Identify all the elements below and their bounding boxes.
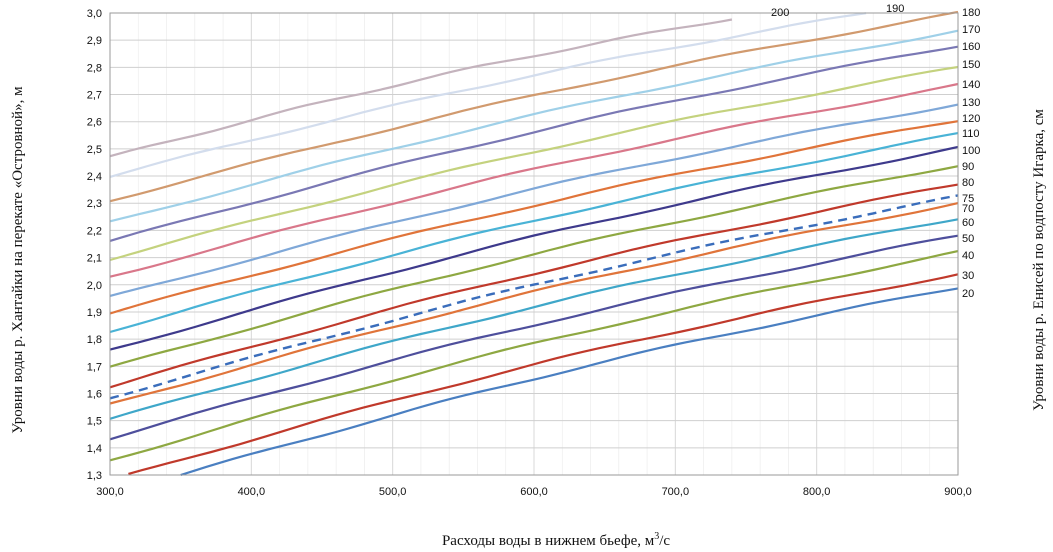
y-tick-label: 2,9 (87, 35, 102, 47)
curve-label-30: 30 (962, 270, 974, 282)
y-axis-ticks: 1,3 1,4 1,5 1,6 1,7 1,8 1,9 2,0 2,1 2,2 2,3 2,4 2,5 2… (87, 8, 102, 482)
y2-axis-title: Уровни воды р. Енисей по водпосту Игарка… (1031, 109, 1047, 411)
x-axis-title-main: Расходы воды в нижнем бьефе, м (442, 533, 655, 549)
grid (109, 12, 959, 476)
curve-label-75: 75 (962, 193, 974, 205)
curve-label-160: 160 (962, 41, 980, 53)
series-line-120 (109, 120, 959, 315)
curve-label-100: 100 (962, 145, 980, 157)
series-line-30 (128, 273, 959, 475)
x-tick-label: 900,0 (944, 486, 972, 498)
curve-label-140: 140 (962, 79, 980, 91)
series-line-20 (180, 287, 959, 477)
series-line-60 (109, 218, 959, 420)
y-tick-label: 2,4 (87, 171, 102, 183)
y-tick-label: 1,5 (87, 416, 102, 428)
y-tick-label: 1,7 (87, 361, 102, 373)
curve-label-180: 180 (962, 7, 980, 19)
series-line-40 (109, 250, 959, 462)
series-line-160 (109, 45, 959, 242)
curve-label-20: 20 (962, 288, 974, 300)
y-tick-label: 2,6 (87, 117, 102, 129)
x-tick-label: 800,0 (803, 486, 831, 498)
x-tick-label: 300,0 (96, 486, 124, 498)
curve-label-120: 120 (962, 113, 980, 125)
y-tick-label: 1,4 (87, 443, 102, 455)
series-line-180 (109, 10, 959, 203)
series-line-70 (109, 202, 959, 405)
y-tick-label: 2,7 (87, 90, 102, 102)
y-tick-label: 2,3 (87, 198, 102, 210)
curve-label-190: 190 (886, 3, 904, 15)
series-line-170 (109, 29, 959, 223)
series-line-80 (109, 183, 959, 389)
x-tick-label: 500,0 (379, 486, 407, 498)
curve-label-170: 170 (962, 24, 980, 36)
curve-label-80: 80 (962, 177, 974, 189)
x-tick-label: 600,0 (520, 486, 548, 498)
x-tick-label: 700,0 (662, 486, 690, 498)
x-axis-title-suffix: /с (659, 533, 670, 549)
curve-label-60: 60 (962, 217, 974, 229)
y-tick-label: 2,2 (87, 225, 102, 237)
series-line-150 (109, 65, 959, 262)
y-tick-label: 2,5 (87, 144, 102, 156)
series-line-130 (109, 103, 959, 297)
series-line-140 (109, 82, 959, 278)
curve-label-70: 70 (962, 203, 974, 215)
y-tick-label: 2,0 (87, 280, 102, 292)
curve-label-150: 150 (962, 59, 980, 71)
series-line-110 (109, 132, 959, 334)
curve-label-130: 130 (962, 97, 980, 109)
curve-label-50: 50 (962, 233, 974, 245)
series-line-50 (109, 234, 959, 441)
y-axis-title: Уровни воды р. Хантайки на перекате «Ост… (10, 86, 26, 434)
x-tick-label: 400,0 (238, 486, 266, 498)
series-line-100 (109, 145, 959, 351)
x-axis-title: Расходы воды в нижнем бьефе, м3/с (442, 531, 670, 549)
series-line-190 (109, 12, 867, 178)
y-tick-label: 1,8 (87, 334, 102, 346)
series-line-200 (109, 18, 733, 158)
series-layer (109, 10, 959, 477)
y-tick-label: 2,8 (87, 62, 102, 74)
curve-label-90: 90 (962, 161, 974, 173)
y-tick-label: 3,0 (87, 8, 102, 20)
x-axis-ticks: 300,0 400,0 500,0 600,0 700,0 800,0 900,0 (96, 486, 972, 498)
series-line-75 (109, 194, 959, 400)
plot-frame (109, 12, 959, 476)
curve-label-200: 200 (771, 7, 789, 19)
plot-border (109, 12, 959, 476)
curve-label-40: 40 (962, 250, 974, 262)
y-tick-label: 1,6 (87, 388, 102, 400)
y-tick-label: 1,3 (87, 470, 102, 482)
curve-label-110: 110 (962, 128, 980, 140)
y-tick-label: 1,9 (87, 307, 102, 319)
y-tick-label: 2,1 (87, 253, 102, 265)
x-axis-title-superscript: 3 (654, 531, 659, 542)
series-line-90 (109, 165, 959, 368)
